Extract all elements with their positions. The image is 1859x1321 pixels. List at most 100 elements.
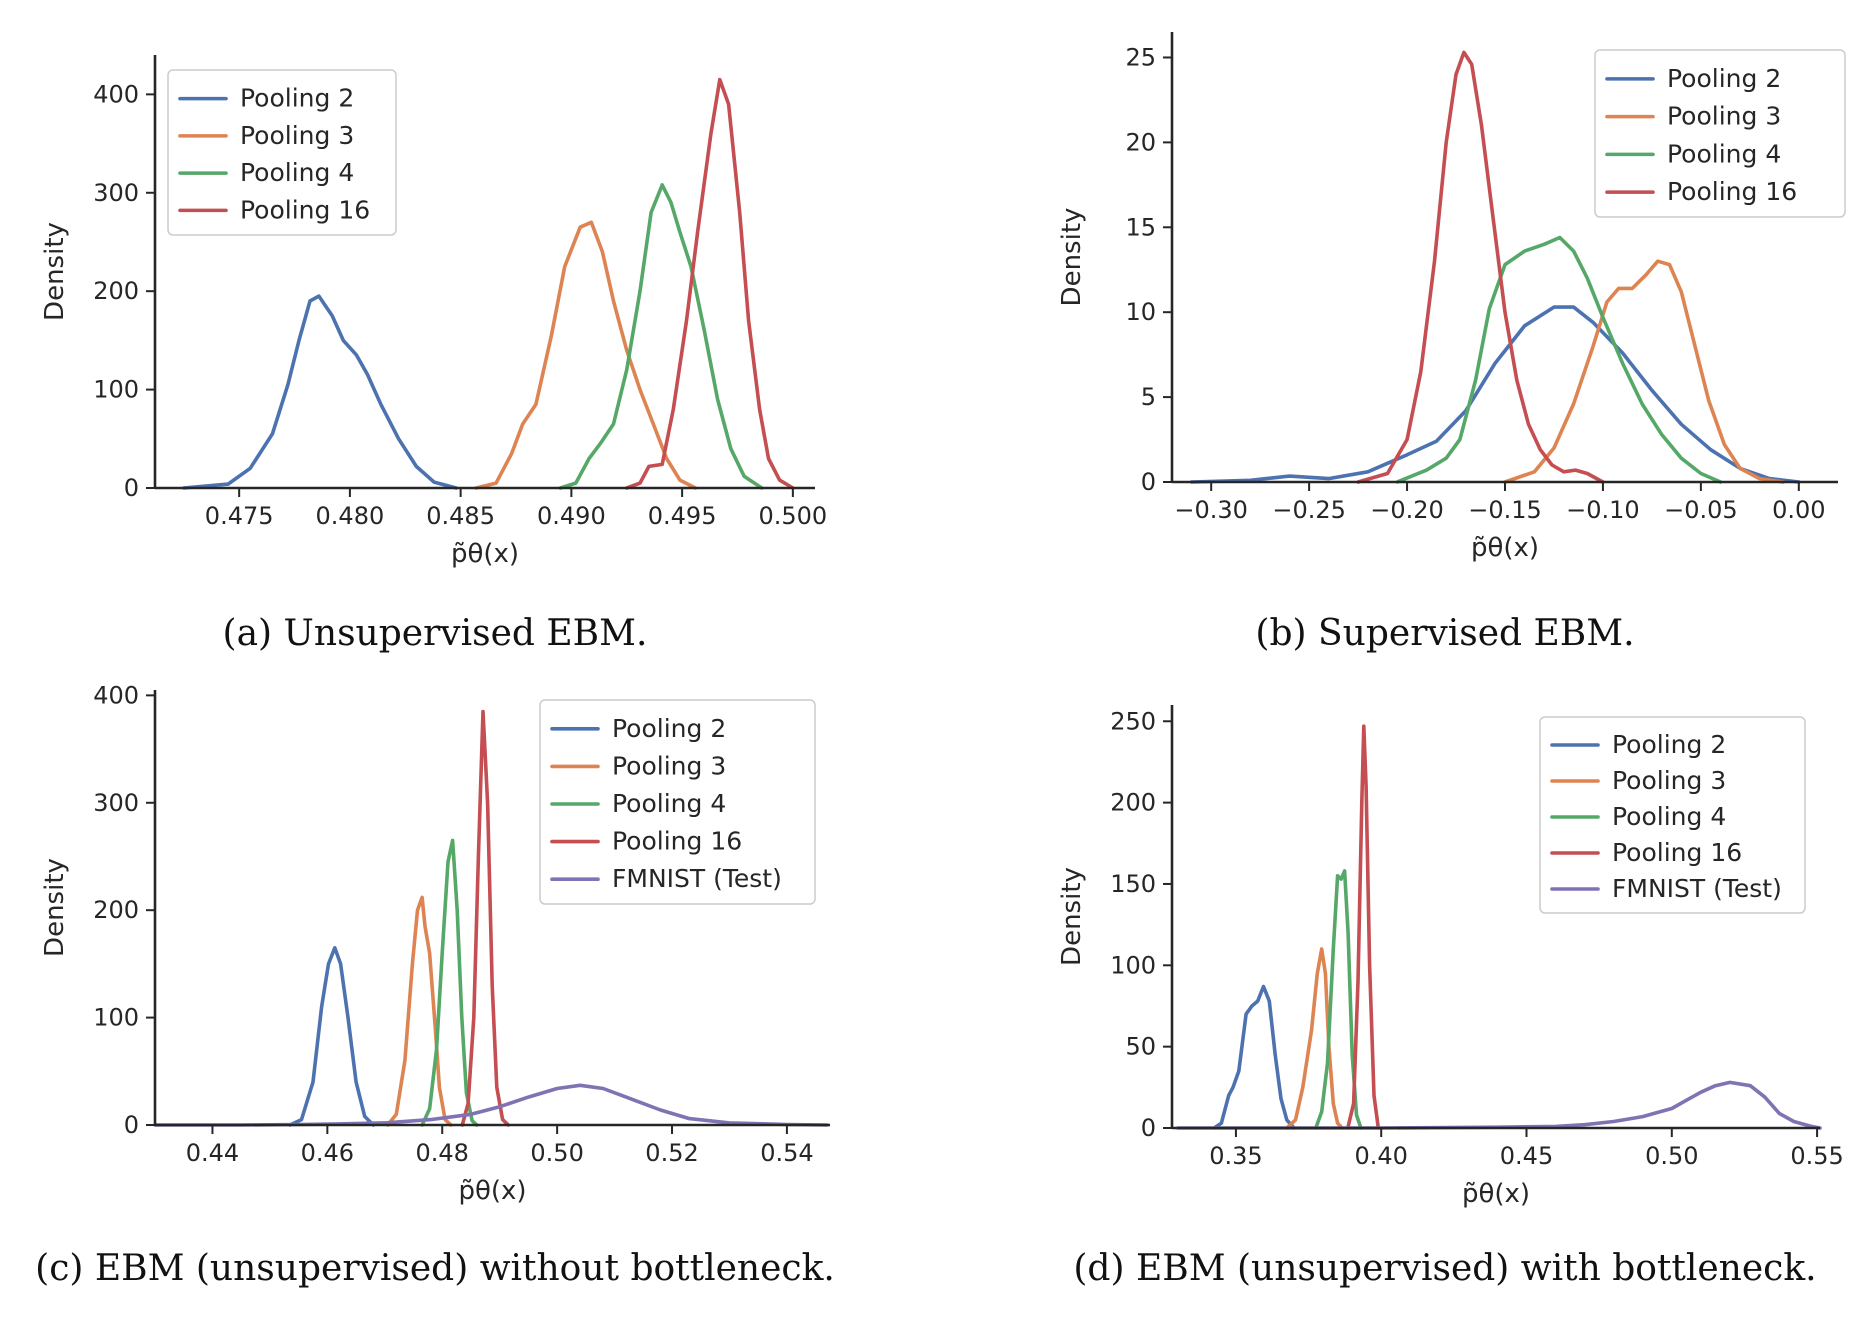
y-axis-label: Density — [1057, 208, 1087, 307]
legend-entry: Pooling 4 — [240, 158, 354, 187]
panel-c: (c) EBM (unsupervised) without bottlenec… — [35, 681, 835, 1289]
x-tick-label: −0.05 — [1664, 496, 1738, 524]
y-axis-label: Density — [40, 858, 70, 957]
panel-b: (b) Supervised EBM. −0.30 −0.25 −0.20 −0.15… — [1057, 32, 1846, 654]
y-axis-label: Density — [1057, 867, 1087, 966]
x-tick-label: 0.40 — [1355, 1142, 1408, 1170]
panel-a: (a) Unsupervised EBM. 0.475 0.480 0.485 0.4… — [40, 55, 827, 654]
legend-entry: Pooling 3 — [1612, 766, 1726, 795]
series-line-c-pooling-16 — [460, 709, 511, 1127]
x-tick-label: 0.485 — [426, 502, 495, 530]
x-axis-label: p̃θ(x) — [1462, 1179, 1530, 1209]
x-tick-label: 0.50 — [1645, 1142, 1698, 1170]
legend-frame — [539, 699, 816, 905]
legend-entry: Pooling 3 — [612, 751, 726, 780]
x-tick-label: 0.495 — [648, 502, 717, 530]
legend-b: Pooling 2 Pooling 3 Pooling 4 Pooling 16 — [1594, 49, 1846, 218]
y-tick-label: 0 — [1141, 468, 1156, 496]
y-tick-label: 400 — [93, 681, 139, 709]
legend-entry: Pooling 2 — [1667, 64, 1781, 93]
x-tick-label: −0.15 — [1468, 496, 1542, 524]
x-tick-label: 0.52 — [645, 1139, 698, 1167]
legend-entry: Pooling 16 — [240, 195, 370, 224]
series-line-d-pooling-16 — [1346, 724, 1381, 1130]
series-line-d-pooling-2 — [1212, 984, 1296, 1130]
series-line-a-pooling-2 — [182, 294, 458, 490]
x-tick-label: 0.500 — [758, 502, 827, 530]
legend-entry: Pooling 16 — [1612, 838, 1742, 867]
series-line-b-pooling-4 — [1395, 235, 1723, 484]
y-tick-label: 0 — [1141, 1114, 1156, 1142]
series-line-d-pooling-3 — [1285, 947, 1344, 1130]
legend-frame — [1539, 716, 1806, 914]
legend-entry: Pooling 2 — [240, 84, 354, 113]
legend-entry: Pooling 4 — [1667, 139, 1781, 168]
x-tick-label: −0.25 — [1272, 496, 1346, 524]
y-tick-label: 250 — [1110, 707, 1156, 735]
y-tick-label: 50 — [1125, 1033, 1156, 1061]
legend-entry: Pooling 4 — [612, 789, 726, 818]
x-tick-label: −0.20 — [1370, 496, 1444, 524]
legend-frame — [1594, 49, 1846, 218]
series-line-a-pooling-3 — [474, 220, 698, 490]
y-tick-label: 200 — [93, 896, 139, 924]
y-tick-label: 300 — [93, 789, 139, 817]
x-tick-label: 0.35 — [1209, 1142, 1262, 1170]
y-tick-label: 20 — [1125, 128, 1156, 156]
x-tick-label: 0.45 — [1500, 1142, 1553, 1170]
series-line-b-pooling-16 — [1356, 50, 1605, 484]
y-tick-label: 400 — [93, 80, 139, 108]
x-tick-label: 0.55 — [1790, 1142, 1843, 1170]
series-line-a-pooling-16 — [624, 77, 795, 490]
x-axis-label: p̃θ(x) — [451, 539, 519, 569]
caption-d: (d) EBM (unsupervised) with bottleneck. — [1073, 1248, 1816, 1289]
x-tick-label: 0.50 — [530, 1139, 583, 1167]
x-tick-label: 0.48 — [416, 1139, 469, 1167]
legend-entry: Pooling 2 — [612, 714, 726, 743]
x-tick-label: 0.475 — [205, 502, 274, 530]
series-line-b-pooling-3 — [1503, 259, 1785, 484]
x-tick-label: 0.00 — [1772, 496, 1825, 524]
x-tick-label: 0.46 — [301, 1139, 354, 1167]
legend-frame — [167, 69, 397, 236]
legend-entry: Pooling 3 — [1667, 102, 1781, 131]
y-axis-label: Density — [40, 222, 70, 321]
series-line-b-pooling-2 — [1189, 305, 1801, 484]
y-tick-label: 5 — [1141, 383, 1156, 411]
x-tick-label: −0.10 — [1566, 496, 1640, 524]
caption-a: (a) Unsupervised EBM. — [223, 613, 648, 654]
y-tick-label: 10 — [1125, 298, 1156, 326]
x-tick-label: −0.30 — [1174, 496, 1248, 524]
series-line-c-pooling-2 — [288, 946, 376, 1127]
x-axis-label: p̃θ(x) — [458, 1176, 526, 1206]
legend-entry: Pooling 16 — [612, 827, 742, 856]
panel-d: (d) EBM (unsupervised) with bottleneck. … — [1057, 705, 1844, 1289]
y-tick-label: 0 — [124, 474, 139, 502]
legend-entry: Pooling 3 — [240, 121, 354, 150]
x-tick-label: 0.54 — [760, 1139, 813, 1167]
legend-a: Pooling 2 Pooling 3 Pooling 4 Pooling 16 — [167, 69, 397, 236]
legend-entry: FMNIST (Test) — [1612, 874, 1782, 903]
legend-c: Pooling 2 Pooling 3 Pooling 4 Pooling 16 FMN… — [539, 699, 816, 905]
legend-entry: Pooling 2 — [1612, 730, 1726, 759]
y-tick-label: 25 — [1125, 43, 1156, 71]
y-tick-label: 15 — [1125, 213, 1156, 241]
y-tick-label: 100 — [93, 1004, 139, 1032]
y-tick-label: 150 — [1110, 870, 1156, 898]
y-tick-label: 200 — [93, 277, 139, 305]
caption-c: (c) EBM (unsupervised) without bottlenec… — [35, 1248, 835, 1289]
y-tick-label: 300 — [93, 179, 139, 207]
y-tick-label: 200 — [1110, 789, 1156, 817]
x-tick-label: 0.44 — [186, 1139, 239, 1167]
series-line-c-pooling-3 — [385, 895, 453, 1127]
y-tick-label: 100 — [1110, 951, 1156, 979]
y-tick-label: 100 — [93, 376, 139, 404]
legend-d: Pooling 2 Pooling 3 Pooling 4 Pooling 16 FMN… — [1539, 716, 1806, 914]
x-axis-label: p̃θ(x) — [1471, 533, 1539, 563]
series-line-a-pooling-4 — [558, 183, 764, 490]
x-tick-label: 0.490 — [537, 502, 606, 530]
legend-entry: Pooling 16 — [1667, 177, 1797, 206]
caption-b: (b) Supervised EBM. — [1255, 613, 1634, 654]
legend-entry: FMNIST (Test) — [612, 864, 782, 893]
